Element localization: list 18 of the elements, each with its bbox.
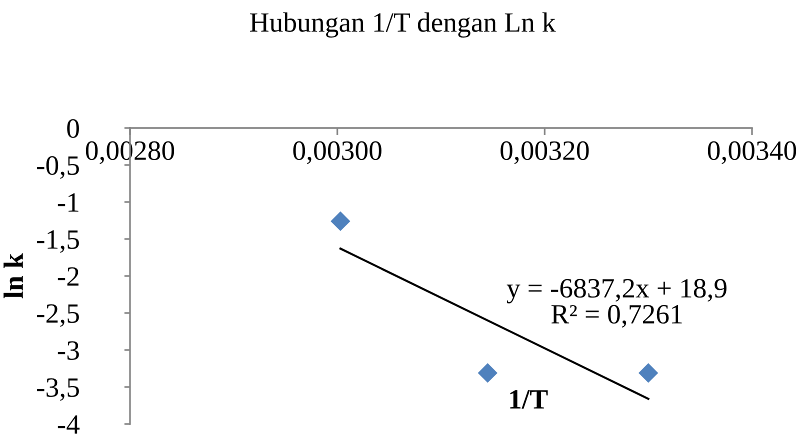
y-tick-label: -3,5	[37, 378, 79, 401]
x-tick-label: 0,00320	[500, 141, 589, 164]
x-axis-title: 1/T	[510, 390, 548, 409]
y-tick-label: -0,5	[37, 156, 79, 179]
x-tick-label: 0,00300	[293, 141, 382, 164]
chart-title: Hubungan 1/T dengan Ln k	[250, 12, 556, 38]
x-tick-label: 0,00280	[86, 141, 174, 164]
y-axis-title: ln k	[4, 253, 23, 298]
y-tick-label: 0	[67, 119, 79, 138]
y-tick-label: -2	[58, 267, 78, 286]
y-tick-label: -1,5	[37, 230, 79, 253]
y-tick-label: -2,5	[37, 304, 79, 327]
annotation: y = -6837,2x + 18,9	[506, 278, 726, 304]
y-tick-label: -3	[58, 341, 79, 360]
y-tick-label: -4	[58, 415, 80, 434]
annotation: R² = 0,7261	[551, 304, 682, 328]
x-tick-label: 0,00340	[708, 141, 796, 164]
y-tick-label: -1	[58, 193, 78, 212]
